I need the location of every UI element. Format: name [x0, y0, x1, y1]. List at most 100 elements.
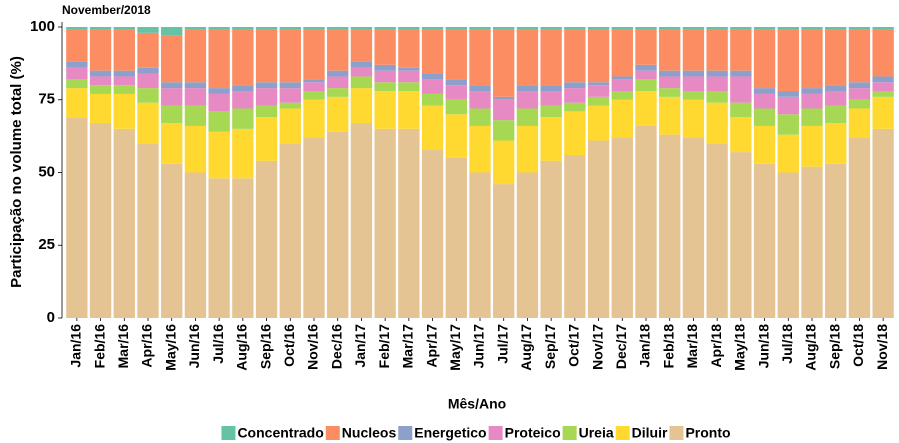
- bar-segment: [659, 134, 681, 318]
- bar-segment: [635, 91, 657, 126]
- bar-segment: [659, 27, 681, 30]
- bar-segment: [137, 32, 159, 68]
- legend-swatch: [325, 426, 340, 440]
- bar-segment: [398, 29, 420, 68]
- bar-segment: [255, 27, 278, 30]
- bar-segment: [350, 88, 373, 124]
- bar-segment: [706, 27, 728, 30]
- bar-segment: [374, 29, 396, 65]
- bar-segment: [137, 143, 159, 318]
- bar-segment: [635, 125, 657, 318]
- bar-segment: [611, 99, 633, 138]
- bar-segment: [801, 125, 823, 167]
- bar-segment: [303, 82, 325, 92]
- bar-segment: [777, 96, 799, 115]
- bar-segment: [161, 105, 183, 124]
- x-tick-label: Feb/16: [91, 324, 107, 369]
- bar-segment: [469, 125, 491, 173]
- bar-segment: [825, 85, 847, 92]
- bar-segment: [469, 108, 491, 126]
- bar-segment: [659, 76, 681, 89]
- chart-subtitle: November/2018: [62, 3, 151, 17]
- bar-segment: [184, 125, 207, 173]
- bar-segment: [66, 117, 88, 319]
- legend-swatch: [488, 426, 503, 440]
- x-tick-label: Oct/17: [566, 324, 582, 367]
- bar-segment: [161, 35, 183, 83]
- bar-segment: [445, 85, 467, 100]
- bar-segment: [113, 128, 135, 318]
- bar-segment: [469, 29, 491, 86]
- bar-segment: [587, 105, 610, 141]
- bar-segment: [825, 163, 847, 318]
- bar-segment: [848, 137, 871, 318]
- bar-segment: [801, 27, 823, 30]
- bar-segment: [255, 88, 278, 106]
- bar-segment: [184, 27, 207, 30]
- legend-label: Concentrado: [237, 425, 323, 441]
- bar-segment: [848, 27, 871, 30]
- bar-segment: [516, 172, 539, 318]
- bar-segment: [445, 114, 467, 158]
- bar-segment: [374, 82, 396, 92]
- bar-segment: [469, 172, 491, 318]
- bar-segment: [516, 85, 539, 92]
- bar-segment: [777, 114, 799, 135]
- bar-segment: [89, 93, 112, 124]
- legend-swatch: [221, 426, 236, 440]
- bar-segment: [611, 27, 633, 30]
- bar-segment: [587, 85, 610, 97]
- bar-segment: [303, 29, 325, 80]
- bar-segment: [659, 88, 681, 97]
- y-tick-label: 50: [38, 163, 55, 180]
- bar-segment: [730, 76, 752, 103]
- bar-segment: [564, 29, 586, 83]
- bar-segment: [398, 27, 420, 30]
- y-tick-label: 25: [38, 236, 55, 253]
- bar-segment: [303, 99, 325, 138]
- bar-segment: [279, 88, 301, 103]
- x-tick-label: Jan/18: [637, 324, 653, 368]
- bar-segment: [303, 27, 325, 30]
- bar-segment: [872, 96, 894, 129]
- bar-segment: [635, 64, 657, 71]
- bar-segment: [706, 29, 728, 71]
- bar-segment: [540, 29, 562, 86]
- bar-segment: [635, 79, 657, 92]
- bar-segment: [279, 29, 301, 83]
- bar-segment: [659, 29, 681, 71]
- bar-segment: [706, 143, 728, 318]
- bar-segment: [659, 96, 681, 135]
- x-tick-label: Jan/17: [352, 324, 368, 368]
- bar-segment: [801, 29, 823, 89]
- x-tick-label: Jun/17: [471, 324, 487, 369]
- bar-segment: [682, 29, 705, 71]
- bar-segment: [208, 178, 230, 318]
- bar-segment: [184, 88, 207, 106]
- bar-segment: [611, 79, 633, 92]
- bar-segment: [872, 76, 894, 83]
- bar-segment: [89, 123, 112, 318]
- bar-segment: [350, 61, 373, 68]
- bar-segment: [184, 29, 207, 83]
- bar-segment: [398, 70, 420, 83]
- bar-segment: [89, 85, 112, 94]
- bar-segment: [232, 178, 254, 318]
- bar-segment: [611, 76, 633, 80]
- x-axis-title: Mês/Ano: [448, 396, 506, 412]
- bar-segment: [706, 70, 728, 77]
- bar-segment: [184, 172, 207, 318]
- bar-segment: [66, 29, 88, 62]
- bar-segment: [753, 108, 776, 126]
- bar-segment: [232, 27, 254, 30]
- legend-label: Diluir: [632, 425, 668, 441]
- bar-segment: [493, 27, 515, 30]
- bar-segment: [777, 29, 799, 92]
- bar-segment: [445, 29, 467, 80]
- bar-segment: [516, 29, 539, 86]
- bar-segment: [374, 64, 396, 71]
- bar-segment: [540, 27, 562, 30]
- bar-segment: [493, 29, 515, 97]
- bar-segment: [493, 96, 515, 100]
- bar-segment: [540, 160, 562, 318]
